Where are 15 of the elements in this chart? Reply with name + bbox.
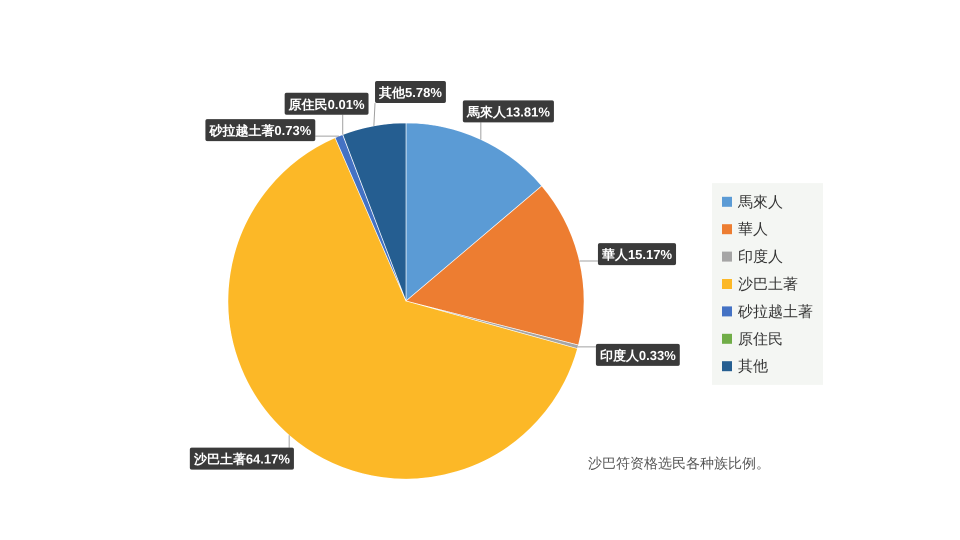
annotation: 沙巴符资格选民各种族比例。 [588,456,770,472]
data-label: 其他5.78% [378,85,442,100]
data-label: 沙巴土著64.17% [192,452,290,467]
data-label: 印度人0.33% [600,348,676,363]
legend-label: 華人 [738,220,768,238]
data-label: 砂拉越土著0.73% [208,123,312,138]
legend-label: 砂拉越土著 [737,302,813,320]
legend-label: 沙巴土著 [738,275,798,293]
legend-label: 印度人 [738,248,783,266]
data-label: 華人15.17% [600,247,672,262]
legend-label: 原住民 [738,330,783,348]
data-label: 馬來人13.81% [466,104,550,120]
legend-label: 馬來人 [737,192,783,211]
data-label: 原住民0.01% [288,96,365,112]
legend-label: 其他 [738,357,768,376]
